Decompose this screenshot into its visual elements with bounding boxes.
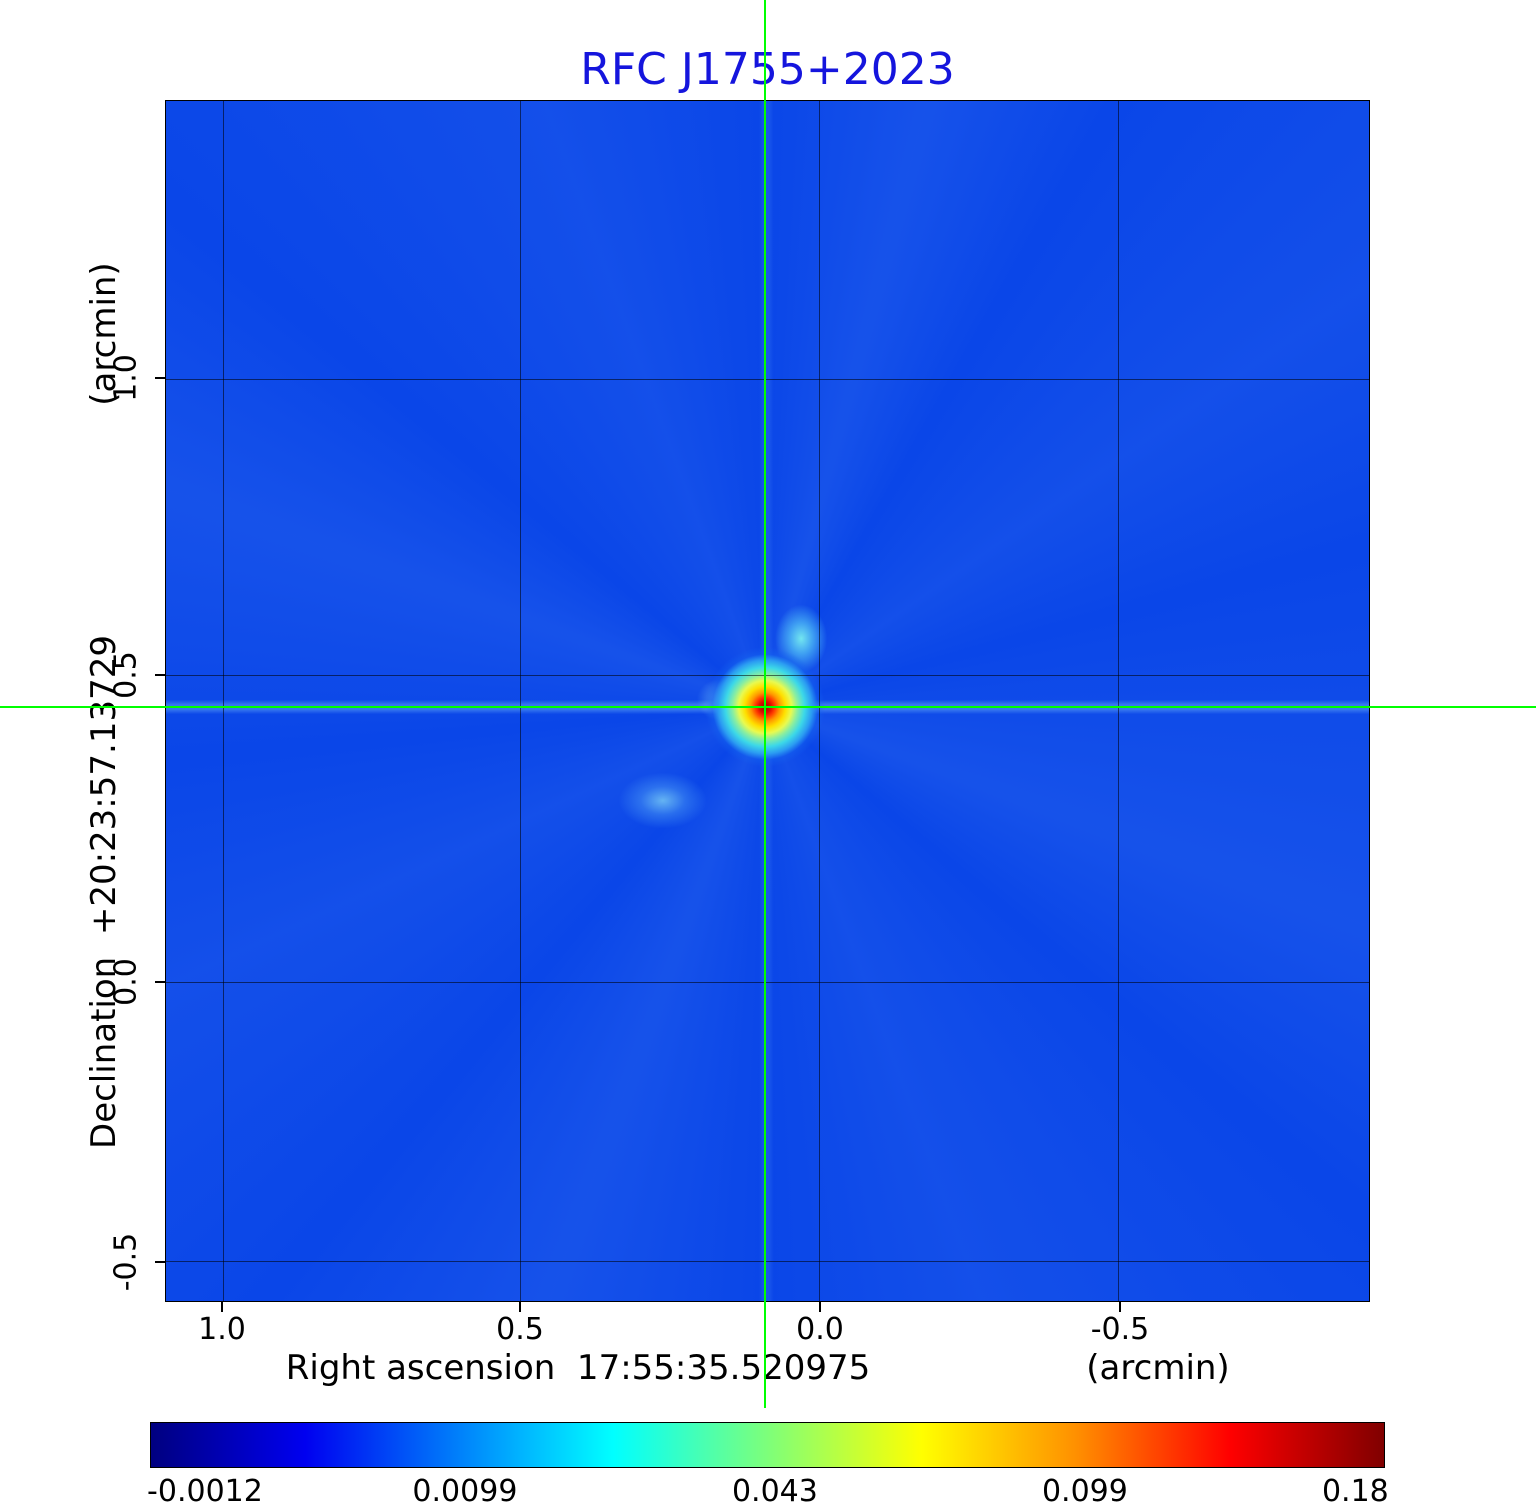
radio-intensity-image [166,101,1369,1301]
x-tick-mark [519,1302,521,1312]
colorbar-tick-label: 0.043 [731,1474,818,1509]
y-tick-mark [155,674,165,676]
x-tick-mark [221,1302,223,1312]
plot-area [165,100,1370,1302]
x-tick-mark [1119,1302,1121,1312]
x-tick-label: 0.5 [496,1312,544,1347]
gridline-horizontal [166,981,1369,983]
x-tick-label: -0.5 [1090,1312,1150,1347]
x-tick-label: 1.0 [198,1312,246,1347]
y-tick-mark [155,1261,165,1263]
y-tick-label: -0.5 [108,1232,144,1292]
plot-title: RFC J1755+2023 [580,44,955,95]
colorbar [150,1422,1385,1468]
colorbar-tick-label: -0.0012 [147,1474,263,1509]
crosshair-horizontal-line [0,706,1536,708]
x-tick-label: 0.0 [796,1312,844,1347]
x-tick-mark [819,1302,821,1312]
colorbar-labels: -0.0012 0.0099 0.043 0.099 0.18 [147,1474,1389,1510]
y-axis-unit-label: (arcmin) [84,262,124,406]
gridline-vertical [520,101,522,1301]
y-axis-label: Declination +20:23:57.13729 [84,635,124,1149]
colorbar-tick-label: 0.099 [1041,1474,1128,1509]
gridline-horizontal [166,378,1369,380]
x-axis-label: Right ascension 17:55:35.520975 [285,1348,871,1388]
y-tick-mark [155,981,165,983]
crosshair-vertical-line [764,0,766,1408]
gridline-vertical [818,101,820,1301]
x-axis-unit-label: (arcmin) [1086,1348,1230,1388]
gridline-vertical [1118,101,1120,1301]
gridline-vertical [222,101,224,1301]
y-tick-mark [155,377,165,379]
gridline-horizontal [166,675,1369,677]
gridline-horizontal [166,1261,1369,1263]
colorbar-tick-label: 0.0099 [412,1474,518,1509]
colorbar-tick-label: 0.18 [1321,1474,1389,1509]
